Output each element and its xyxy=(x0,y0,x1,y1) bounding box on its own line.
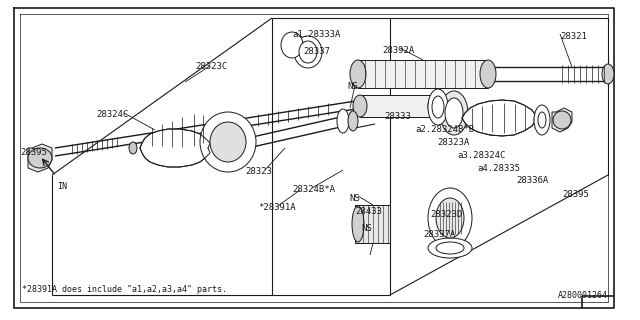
Ellipse shape xyxy=(337,109,349,133)
Text: 28324C: 28324C xyxy=(96,110,128,119)
Ellipse shape xyxy=(436,242,464,254)
Ellipse shape xyxy=(28,148,52,168)
Ellipse shape xyxy=(348,111,358,131)
Text: 28337A: 28337A xyxy=(423,230,455,239)
Ellipse shape xyxy=(352,206,364,242)
Text: 28433: 28433 xyxy=(355,207,382,216)
Text: 28323D: 28323D xyxy=(430,210,462,219)
Text: 28337: 28337 xyxy=(303,47,330,56)
Polygon shape xyxy=(462,100,536,136)
Text: NS: NS xyxy=(361,224,372,233)
Text: a3.28324C: a3.28324C xyxy=(457,151,506,160)
Text: 28323C: 28323C xyxy=(195,62,227,71)
Ellipse shape xyxy=(200,112,256,172)
Text: 28324B*A: 28324B*A xyxy=(292,185,335,194)
Text: 28321: 28321 xyxy=(560,32,587,41)
Text: A280001264: A280001264 xyxy=(558,291,608,300)
Ellipse shape xyxy=(210,122,246,162)
Text: 28395: 28395 xyxy=(562,190,589,199)
Text: 28392A: 28392A xyxy=(382,46,414,55)
Text: NS: NS xyxy=(349,194,360,203)
Bar xyxy=(355,205,390,243)
Text: NS: NS xyxy=(347,82,358,91)
Ellipse shape xyxy=(350,60,366,88)
Ellipse shape xyxy=(428,238,472,258)
Ellipse shape xyxy=(428,89,448,125)
Ellipse shape xyxy=(299,41,317,63)
Ellipse shape xyxy=(353,95,367,117)
Ellipse shape xyxy=(129,142,137,154)
Polygon shape xyxy=(28,144,52,172)
Text: 28323: 28323 xyxy=(245,167,272,176)
Text: 28336A: 28336A xyxy=(516,176,548,185)
Ellipse shape xyxy=(281,32,303,58)
Ellipse shape xyxy=(534,105,550,135)
Ellipse shape xyxy=(553,111,571,129)
Ellipse shape xyxy=(428,95,442,117)
Text: *28391A: *28391A xyxy=(258,203,296,212)
Ellipse shape xyxy=(538,112,546,128)
Polygon shape xyxy=(140,129,210,167)
Text: *28391A does include "a1,a2,a3,a4" parts.: *28391A does include "a1,a2,a3,a4" parts… xyxy=(22,285,227,294)
Text: 28333: 28333 xyxy=(384,112,411,121)
Text: 28323A: 28323A xyxy=(437,138,469,147)
Text: 28395: 28395 xyxy=(20,148,47,157)
Polygon shape xyxy=(552,108,572,132)
Text: IN: IN xyxy=(57,182,67,191)
Bar xyxy=(360,95,435,117)
Ellipse shape xyxy=(445,98,463,128)
Bar xyxy=(358,60,488,88)
Text: a1.28333A: a1.28333A xyxy=(292,30,340,39)
Text: a4.28335: a4.28335 xyxy=(477,164,520,173)
Bar xyxy=(286,42,292,48)
Ellipse shape xyxy=(440,91,468,135)
Ellipse shape xyxy=(428,188,472,248)
Text: a2.28324B*B: a2.28324B*B xyxy=(415,125,474,134)
Ellipse shape xyxy=(294,36,322,68)
Ellipse shape xyxy=(480,60,496,88)
Ellipse shape xyxy=(432,96,444,118)
Ellipse shape xyxy=(602,64,614,84)
Ellipse shape xyxy=(436,198,464,238)
